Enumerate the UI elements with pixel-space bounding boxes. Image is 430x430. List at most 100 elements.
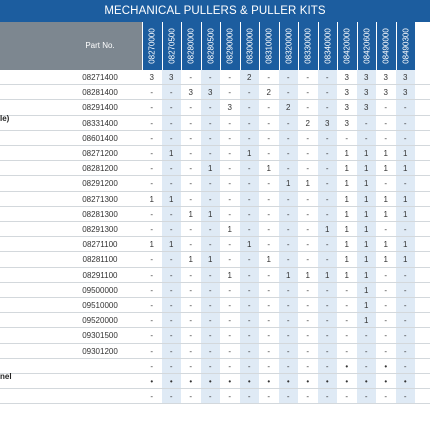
compatibility-cell: • xyxy=(208,377,212,386)
compatibility-cell: 1 xyxy=(364,301,369,310)
compatibility-cell: 1 xyxy=(247,149,252,158)
row-divider xyxy=(0,160,430,162)
part-number: 08271200 xyxy=(82,149,118,158)
compatibility-cell: - xyxy=(189,316,193,326)
compatibility-cell: - xyxy=(247,209,251,219)
compatibility-cell: 1 xyxy=(344,270,349,280)
column-header: 08340000 xyxy=(317,22,337,70)
compatibility-cell: • xyxy=(267,377,271,386)
row-divider xyxy=(0,312,430,314)
compatibility-cell: - xyxy=(384,346,388,356)
compatibility-cell: - xyxy=(189,103,193,113)
row-divider xyxy=(0,281,430,283)
compatibility-cell: - xyxy=(208,301,212,310)
compatibility-cell: - xyxy=(345,392,349,402)
compatibility-cell: 1 xyxy=(364,316,369,326)
compatibility-cell: - xyxy=(247,331,251,341)
compatibility-cell: - xyxy=(286,73,290,82)
compatibility-cell: - xyxy=(286,346,290,356)
compatibility-cell: - xyxy=(286,285,290,295)
column-header-label: 08420000 xyxy=(342,28,352,64)
compatibility-cell: - xyxy=(208,225,212,234)
compatibility-cell: - xyxy=(228,164,232,174)
compatibility-cell: - xyxy=(403,361,407,371)
compatibility-cell: - xyxy=(208,346,212,356)
compatibility-cell: - xyxy=(189,225,193,234)
compatibility-cell: - xyxy=(267,225,271,234)
compatibility-cell: - xyxy=(169,88,173,98)
compatibility-cell: - xyxy=(306,164,310,174)
compatibility-cell: - xyxy=(267,118,271,128)
compatibility-cell: - xyxy=(247,346,251,356)
compatibility-cell: - xyxy=(364,346,368,356)
column-header-label: 08490000 xyxy=(381,28,391,64)
compatibility-cell: 1 xyxy=(208,255,213,265)
column-shade xyxy=(356,70,376,405)
compatibility-cell: - xyxy=(247,361,251,371)
compatibility-cell: - xyxy=(150,316,154,326)
compatibility-cell: - xyxy=(306,240,310,250)
compatibility-cell: - xyxy=(169,316,173,326)
compatibility-cell: - xyxy=(403,316,407,326)
compatibility-cell: 2 xyxy=(305,118,310,128)
row-divider xyxy=(0,403,430,405)
compatibility-cell: 1 xyxy=(403,194,408,204)
compatibility-cell: - xyxy=(384,301,388,310)
compatibility-cell: 1 xyxy=(208,164,213,174)
column-header-label: 08310000 xyxy=(264,28,274,64)
compatibility-cell: - xyxy=(286,88,290,98)
compatibility-cell: - xyxy=(403,103,407,113)
compatibility-cell: - xyxy=(306,392,310,402)
compatibility-cell: 3 xyxy=(227,103,232,113)
compatibility-cell: 1 xyxy=(325,270,330,280)
compatibility-cell: • xyxy=(169,377,173,386)
compatibility-cell: - xyxy=(228,255,232,265)
row-divider xyxy=(0,114,430,116)
compatibility-cell: - xyxy=(228,346,232,356)
compatibility-cell: - xyxy=(150,285,154,295)
compatibility-cell: - xyxy=(364,133,368,143)
compatibility-cell: - xyxy=(208,361,212,371)
compatibility-cell: - xyxy=(247,301,251,310)
compatibility-cell: - xyxy=(267,301,271,310)
compatibility-cell: - xyxy=(403,179,407,189)
compatibility-cell: - xyxy=(286,255,290,265)
compatibility-cell: - xyxy=(169,331,173,341)
compatibility-cell: 1 xyxy=(266,164,271,174)
compatibility-cell: 1 xyxy=(344,164,349,174)
compatibility-cell: • xyxy=(228,377,232,386)
row-divider xyxy=(0,236,430,238)
compatibility-cell: - xyxy=(286,361,290,371)
row-divider xyxy=(0,145,430,146)
compatibility-cell: - xyxy=(228,118,232,128)
compatibility-cell: - xyxy=(384,331,388,341)
compatibility-cell: • xyxy=(325,377,329,386)
compatibility-cell: 1 xyxy=(344,194,349,204)
compatibility-cell: - xyxy=(208,179,212,189)
compatibility-cell: - xyxy=(325,240,329,250)
row-divider xyxy=(0,251,430,253)
compatibility-cell: - xyxy=(150,225,154,234)
compatibility-cell: 3 xyxy=(344,103,349,113)
compatibility-cell: - xyxy=(247,88,251,98)
compatibility-cell: - xyxy=(306,133,310,143)
compatibility-cell: - xyxy=(403,118,407,128)
compatibility-cell: 1 xyxy=(169,240,174,250)
compatibility-cell: 1 xyxy=(227,270,232,280)
compatibility-cell: - xyxy=(150,361,154,371)
compatibility-cell: 3 xyxy=(208,88,213,98)
compatibility-cell: - xyxy=(189,240,193,250)
compatibility-cell: 1 xyxy=(344,255,349,265)
part-number: 08291400 xyxy=(82,103,118,113)
compatibility-cell: - xyxy=(228,392,232,402)
compatibility-cell: - xyxy=(345,301,349,310)
compatibility-cell: - xyxy=(189,118,193,128)
part-number: 08281200 xyxy=(82,164,118,174)
compatibility-cell: - xyxy=(150,103,154,113)
row-divider xyxy=(0,99,430,101)
compatibility-cell: 2 xyxy=(247,73,252,82)
compatibility-cell: 1 xyxy=(383,164,388,174)
column-header: 08300000 xyxy=(239,22,259,70)
compatibility-cell: • xyxy=(345,361,349,371)
compatibility-cell: 1 xyxy=(364,209,369,219)
